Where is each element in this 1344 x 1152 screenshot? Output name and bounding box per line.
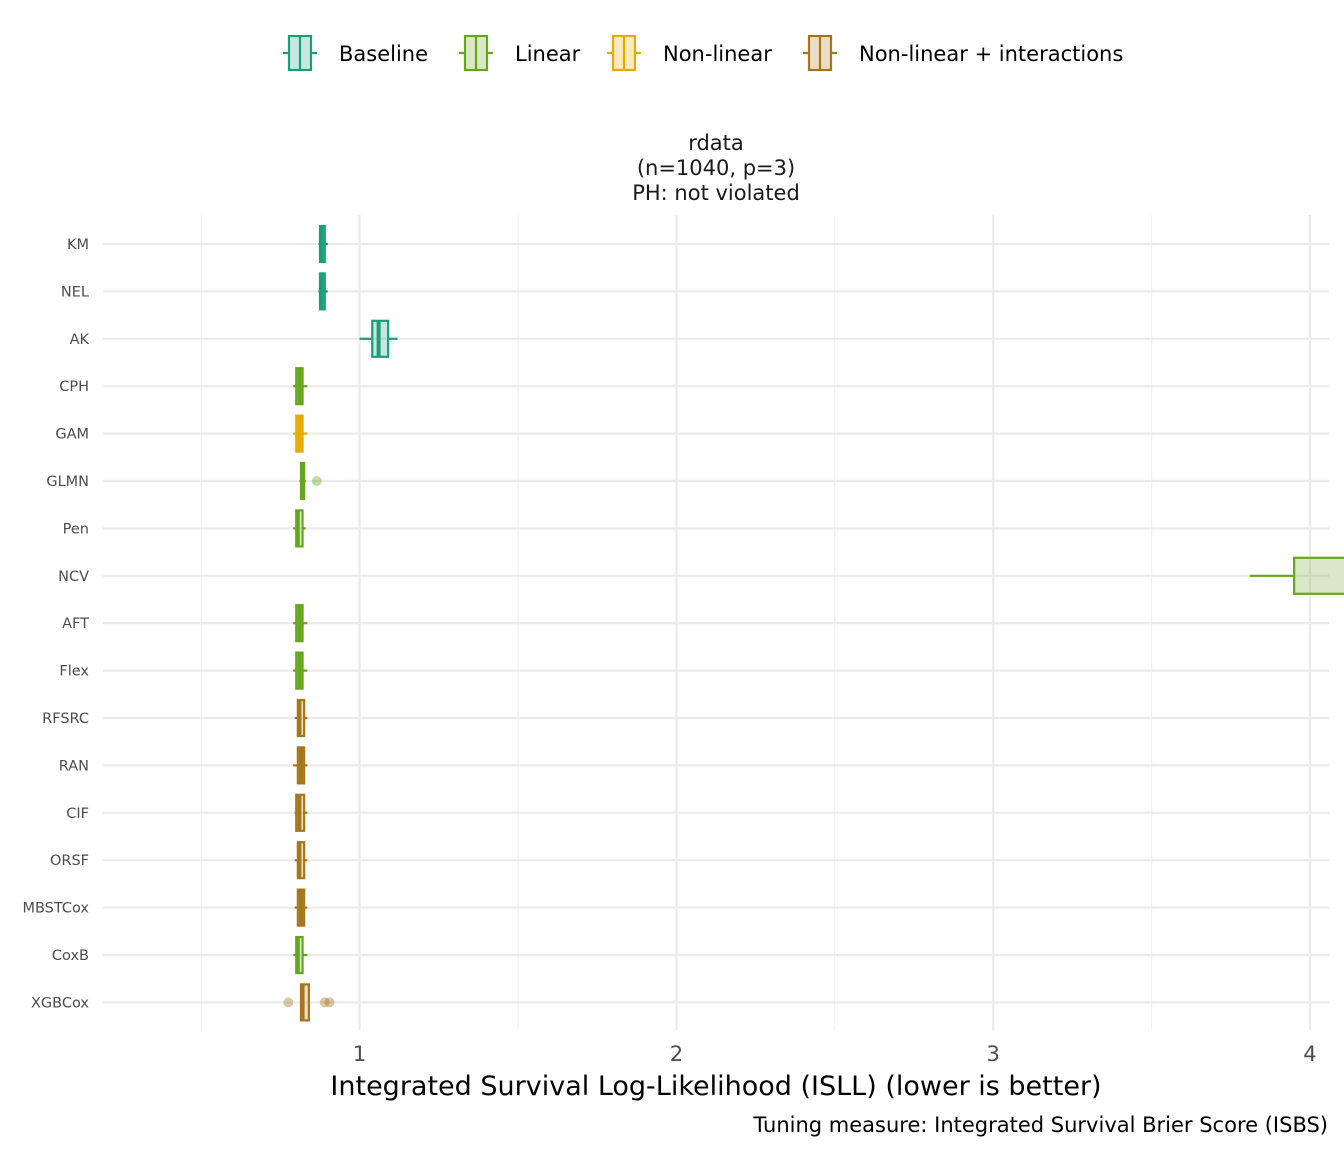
boxplot-nel [318, 272, 328, 311]
x-tick-label: 4 [1303, 1042, 1316, 1066]
boxplot-ak [359, 319, 398, 358]
boxplot-km [318, 224, 328, 264]
boxplot-ran [293, 746, 308, 785]
facet-title-line3: PH: not violated [632, 181, 800, 205]
y-tick-label: CoxB [52, 948, 89, 964]
boxplot-cph [293, 367, 308, 406]
y-tick-label: AFT [62, 616, 89, 632]
outlier-point [324, 997, 335, 1008]
x-tick-label: 3 [987, 1042, 1000, 1066]
boxplots [283, 224, 1344, 1022]
x-axis-tick-labels: 1 2 3 4 [353, 1042, 1317, 1066]
y-tick-label: NCV [58, 569, 89, 585]
x-axis-title: Integrated Survival Log-Likelihood (ISLL… [330, 1071, 1101, 1102]
legend-label: Baseline [339, 42, 428, 66]
legend-item-nlint: Non-linear + interactions [803, 34, 1123, 72]
boxplot-mbstcox [294, 888, 308, 927]
y-tick-label: GLMN [46, 474, 89, 490]
y-tick-label: CIF [66, 806, 89, 822]
outlier-point [319, 997, 330, 1008]
y-tick-label: AK [70, 332, 90, 348]
y-tick-label: CPH [59, 379, 89, 395]
y-axis-tick-labels: KM NEL AK CPH GAM GLMN Pen NCV AFT Flex RFSRC RAN CI… [22, 237, 89, 1011]
y-tick-label: RFSRC [42, 711, 89, 727]
y-tick-label: MBSTCox [22, 901, 89, 917]
boxplot-cif [294, 793, 308, 832]
legend-label: Non-linear + interactions [859, 42, 1123, 66]
y-tick-label: GAM [55, 427, 89, 443]
boxplot-pen [293, 509, 306, 548]
boxplot-rfsrc [294, 698, 308, 738]
x-tick-label: 2 [670, 1042, 683, 1066]
y-tick-label: ORSF [50, 853, 89, 869]
legend: Baseline Linear Non-linear Non-linear + int… [283, 34, 1123, 72]
boxplot-gam [293, 414, 308, 453]
y-tick-label: Pen [63, 521, 89, 537]
facet-title-line1: rdata [688, 131, 744, 155]
legend-label: Non-linear [663, 42, 772, 66]
y-tick-label: Flex [59, 664, 89, 680]
boxplot-aft [293, 604, 308, 643]
boxplot-coxb [293, 935, 308, 975]
y-tick-label: NEL [61, 284, 89, 300]
x-tick-label: 1 [353, 1042, 366, 1066]
facet-title-line2: (n=1040, p=3) [637, 156, 795, 180]
y-tick-label: RAN [59, 758, 89, 774]
y-tick-label: XGBCox [31, 995, 89, 1011]
legend-item-baseline: Baseline [283, 34, 428, 72]
boxplot-orsf [294, 841, 308, 880]
y-tick-label: KM [67, 237, 89, 253]
legend-label: Linear [515, 42, 581, 66]
boxplot-glmn [299, 461, 322, 501]
legend-item-linear: Linear [459, 34, 581, 72]
outlier-point [311, 476, 322, 486]
boxplot-ncv [1249, 556, 1344, 595]
box [1293, 556, 1344, 595]
boxplot-xgbcox [283, 983, 335, 1022]
legend-item-nonlinear: Non-linear [607, 34, 772, 72]
boxplot-flex [293, 651, 308, 690]
outlier-point [283, 997, 294, 1008]
caption: Tuning measure: Integrated Survival Brie… [752, 1113, 1328, 1137]
